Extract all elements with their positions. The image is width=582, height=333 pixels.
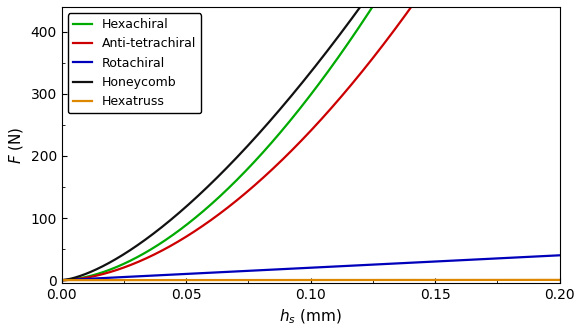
Hexatruss bbox=[260, 278, 267, 282]
Hexatruss bbox=[556, 278, 563, 282]
Hexachiral bbox=[109, 267, 116, 271]
Hexatruss bbox=[456, 278, 463, 282]
Hexachiral bbox=[58, 278, 65, 282]
Anti-tetrachiral bbox=[58, 278, 65, 282]
Rotachiral bbox=[260, 268, 267, 272]
X-axis label: $h_s$ (mm): $h_s$ (mm) bbox=[279, 308, 342, 326]
Rotachiral bbox=[446, 259, 453, 263]
Hexatruss bbox=[109, 278, 116, 282]
Hexatruss bbox=[400, 278, 407, 282]
Honeycomb bbox=[260, 127, 267, 131]
Hexachiral bbox=[260, 150, 267, 154]
Rotachiral bbox=[556, 253, 563, 257]
Honeycomb bbox=[278, 106, 285, 110]
Rotachiral bbox=[58, 278, 65, 282]
Rotachiral bbox=[456, 258, 463, 262]
Line: Hexachiral: Hexachiral bbox=[62, 0, 560, 280]
Anti-tetrachiral bbox=[400, 15, 407, 19]
Line: Rotachiral: Rotachiral bbox=[62, 255, 560, 280]
Honeycomb bbox=[109, 259, 116, 263]
Anti-tetrachiral bbox=[260, 176, 267, 180]
Line: Anti-tetrachiral: Anti-tetrachiral bbox=[62, 0, 560, 280]
Hexatruss bbox=[58, 278, 65, 282]
Line: Honeycomb: Honeycomb bbox=[62, 0, 560, 280]
Anti-tetrachiral bbox=[109, 269, 116, 273]
Hexatruss bbox=[446, 278, 453, 282]
Anti-tetrachiral bbox=[278, 159, 285, 163]
Legend: Hexachiral, Anti-tetrachiral, Rotachiral, Honeycomb, Hexatruss: Hexachiral, Anti-tetrachiral, Rotachiral… bbox=[68, 13, 201, 113]
Rotachiral bbox=[109, 276, 116, 280]
Hexatruss bbox=[278, 278, 285, 282]
Honeycomb bbox=[58, 278, 65, 282]
Rotachiral bbox=[278, 267, 285, 271]
Hexachiral bbox=[278, 130, 285, 134]
Rotachiral bbox=[400, 261, 407, 265]
Y-axis label: $F$ (N): $F$ (N) bbox=[7, 126, 25, 164]
